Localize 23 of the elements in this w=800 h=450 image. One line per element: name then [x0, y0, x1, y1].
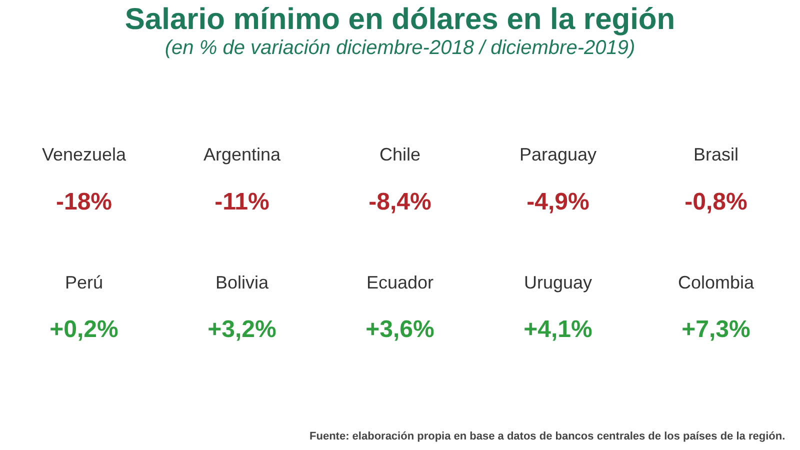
category-label: Venezuela: [42, 144, 128, 165]
category-label: Perú: [64, 272, 104, 292]
category-label: Argentina: [203, 144, 282, 165]
data-label: -4,9%: [526, 188, 590, 216]
category-label: Bolivia: [215, 272, 270, 292]
source-note: Fuente: elaboración propia en base a datos de bancos centrales de los países de la región.: [310, 430, 786, 442]
category-label: Brasil: [693, 144, 739, 165]
data-label: -18%: [56, 188, 112, 216]
text: Salario mínimo en dólares en la región: [124, 3, 676, 36]
category-label: Paraguay: [519, 144, 597, 165]
data-label: +3,2%: [208, 316, 276, 344]
category-label: Uruguay: [524, 272, 592, 292]
data-label: +0,2%: [50, 316, 118, 344]
data-label: +3,6%: [366, 316, 434, 344]
category-label: Ecuador: [366, 272, 434, 292]
data-label: -11%: [214, 188, 270, 216]
data-label: +4,1%: [524, 316, 592, 344]
text: (en % de variación diciembre-2018 / diciembre-2019): [164, 37, 636, 59]
data-label: -0,8%: [684, 188, 748, 216]
category-label: Colombia: [678, 272, 755, 292]
data-label: +7,3%: [682, 316, 750, 344]
category-label: Chile: [379, 144, 421, 165]
data-label: -8,4%: [368, 188, 432, 216]
